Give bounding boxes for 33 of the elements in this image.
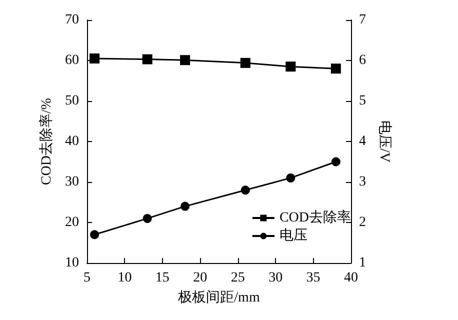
y2-tick-label: 1	[359, 256, 366, 270]
y2-tick-label: 5	[359, 94, 366, 108]
y2-tick-label: 3	[359, 174, 366, 190]
y-tick-label: 60	[65, 53, 79, 68]
x-tick-label: 10	[118, 270, 132, 286]
y-tick-label: 70	[65, 12, 79, 28]
legend-label: COD去除率	[279, 210, 352, 226]
legend-label: 电压	[279, 228, 308, 244]
y2-tick-label: 2	[359, 215, 366, 230]
x-tick-label: 30	[268, 270, 283, 286]
y-tick-label: 20	[65, 215, 79, 230]
point	[90, 230, 100, 240]
point	[240, 186, 250, 195]
x-tick-label: 20	[193, 270, 208, 286]
y-tick-label: 50	[65, 94, 79, 108]
y2-tick-label: 6	[359, 53, 366, 68]
point	[180, 202, 190, 211]
x-tick-label: 5	[84, 270, 90, 286]
y2-axis-title: 电压/V	[376, 120, 392, 162]
point	[142, 214, 152, 223]
x-axis-title: 极板间距/mm	[177, 290, 260, 306]
y2-tick-label: 7	[359, 12, 366, 28]
x-tick-label: 35	[306, 270, 320, 286]
y-tick-label: 40	[65, 134, 79, 149]
point	[286, 173, 296, 182]
x-tick-label: 25	[230, 270, 245, 286]
y-tick-label: 30	[65, 174, 79, 190]
y2-tick-label: 4	[359, 134, 366, 149]
point	[331, 157, 340, 166]
y-axis-title: COD去除率/%	[38, 98, 55, 186]
y-tick-label: 10	[65, 256, 79, 270]
x-tick-label: 15	[155, 270, 170, 286]
x-tick-label: 40	[344, 270, 358, 286]
